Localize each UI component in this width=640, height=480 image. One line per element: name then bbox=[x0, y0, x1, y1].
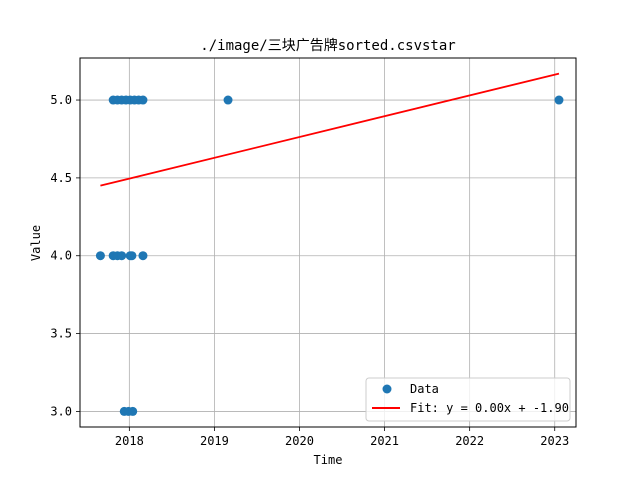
legend-label-fit: Fit: y = 0.00x + -1.90 bbox=[410, 401, 569, 415]
data-point bbox=[223, 95, 233, 105]
y-tick-label: 5.0 bbox=[50, 93, 72, 107]
data-point bbox=[95, 251, 105, 261]
data-point bbox=[117, 251, 127, 261]
legend-marker-data bbox=[382, 384, 392, 394]
data-point bbox=[138, 251, 148, 261]
x-axis-ticks: 2018 2019 2020 2021 2022 2023 bbox=[115, 427, 569, 448]
y-tick-label: 4.0 bbox=[50, 249, 72, 263]
y-axis-label: Value bbox=[29, 225, 43, 261]
data-point bbox=[128, 406, 138, 416]
x-tick-label: 2023 bbox=[540, 434, 569, 448]
x-tick-label: 2019 bbox=[200, 434, 229, 448]
fit-line-layer bbox=[100, 72, 560, 187]
x-tick-label: 2022 bbox=[455, 434, 484, 448]
legend-label-data: Data bbox=[410, 382, 439, 396]
x-tick-label: 2021 bbox=[370, 434, 399, 448]
x-tick-label: 2020 bbox=[285, 434, 314, 448]
data-point bbox=[554, 95, 564, 105]
y-tick-label: 3.0 bbox=[50, 404, 72, 418]
data-point bbox=[127, 251, 137, 261]
y-tick-label: 3.5 bbox=[50, 327, 72, 341]
y-tick-label: 4.5 bbox=[50, 171, 72, 185]
plot-area bbox=[80, 58, 576, 427]
grid bbox=[80, 58, 576, 427]
y-axis-ticks: 3.0 3.5 4.0 4.5 5.0 bbox=[50, 93, 80, 418]
fit-line bbox=[100, 72, 560, 187]
data-point bbox=[138, 95, 148, 105]
legend-box bbox=[365, 377, 571, 422]
data-points-layer bbox=[95, 95, 564, 416]
x-axis-label: Time bbox=[314, 453, 343, 467]
plot-frame bbox=[79, 57, 577, 428]
chart-title: ./image/三块广告牌sorted.csvstar bbox=[200, 37, 455, 54]
x-tick-label: 2018 bbox=[115, 434, 144, 448]
legend: Data Fit: y = 0.00x + -1.90 bbox=[365, 377, 571, 422]
